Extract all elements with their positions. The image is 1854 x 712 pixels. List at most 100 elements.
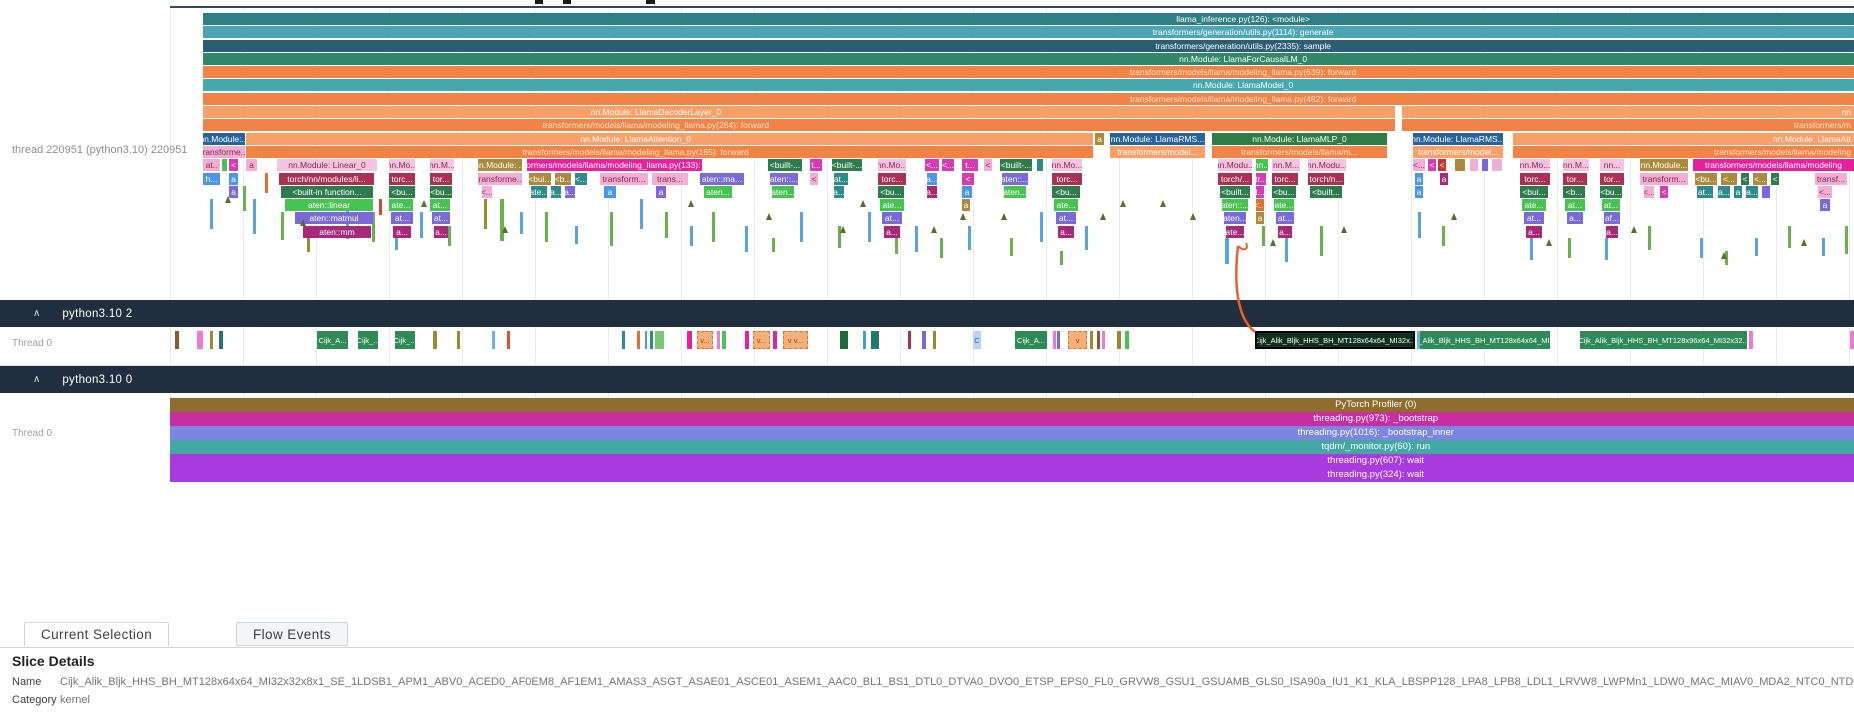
- flame-slice[interactable]: <...: [482, 186, 492, 198]
- flame-tail-slice[interactable]: [307, 238, 310, 252]
- flame-slice[interactable]: nn.Module: LlamaModel_0: [203, 79, 1854, 91]
- kernel-slice[interactable]: [433, 331, 437, 349]
- flame-slice[interactable]: ate...: [880, 199, 904, 211]
- flame-slice[interactable]: <bu...: [1600, 186, 1622, 198]
- flame-slice[interactable]: <...: [925, 159, 939, 171]
- flame-tail-slice[interactable]: [1648, 226, 1651, 250]
- flame-slice[interactable]: <built-in function...: [281, 186, 373, 198]
- flame-slice[interactable]: <: [984, 159, 992, 171]
- flame-tail-slice[interactable]: [372, 212, 375, 242]
- flame-slice[interactable]: nn.Module: LlamaRMS...: [1413, 133, 1503, 145]
- kernel-slice[interactable]: [722, 331, 726, 349]
- flame-slice[interactable]: aten::linear: [285, 199, 373, 211]
- flame-slice[interactable]: at...: [430, 199, 450, 211]
- flame-tail-slice[interactable]: [545, 212, 548, 242]
- flame-slice[interactable]: nn.Module: LlamaAttention_0: [246, 133, 1093, 145]
- flame-slice[interactable]: nn.M...: [430, 159, 454, 171]
- kernel-slice[interactable]: [840, 331, 848, 349]
- flame-tail-slice[interactable]: [1788, 226, 1791, 248]
- flame-tail-slice[interactable]: [772, 238, 775, 252]
- flame-slice[interactable]: nn.Module: Linear_0: [277, 159, 377, 171]
- flame-slice[interactable]: ate...: [1522, 199, 1546, 211]
- flame-slice[interactable]: nn.Mo...: [1052, 159, 1082, 171]
- flame-slice[interactable]: nn.Module: LlamaDecoderLayer_0: [203, 106, 1395, 118]
- flame-slice[interactable]: nn.Module: ...: [478, 159, 522, 171]
- flame-slice[interactable]: <: [962, 173, 974, 185]
- flame-slice[interactable]: a...: [1526, 226, 1542, 238]
- flame-slice[interactable]: <built-...: [832, 159, 862, 171]
- flame-slice[interactable]: nn...: [1600, 159, 1624, 171]
- kernel-slice[interactable]: [175, 331, 179, 349]
- flame-tail-slice[interactable]: [1568, 238, 1571, 258]
- flame-slice[interactable]: nn.Mo...: [1520, 159, 1550, 171]
- flame-tail-slice[interactable]: [448, 226, 451, 246]
- flame-slice[interactable]: a...: [1718, 186, 1730, 198]
- flame-tail-slice[interactable]: [1262, 226, 1265, 246]
- flame-slice[interactable]: <...: [1256, 199, 1264, 211]
- flame-tail-slice[interactable]: [1822, 238, 1825, 256]
- kernel-slice[interactable]: Cijk_...: [395, 331, 415, 349]
- flame-slice[interactable]: torc...: [389, 173, 415, 185]
- flame-slice[interactable]: transformers/m: [1402, 119, 1854, 131]
- flame-tail-slice[interactable]: [712, 212, 715, 242]
- kernel-slice[interactable]: [687, 331, 692, 349]
- kernel-slice[interactable]: [457, 331, 460, 349]
- flame-slice[interactable]: a: [1256, 212, 1264, 224]
- kernel-slice[interactable]: [717, 331, 720, 349]
- flame-tail-slice[interactable]: [210, 199, 213, 229]
- flame-tail-slice[interactable]: [1085, 226, 1088, 250]
- flame-tail-slice[interactable]: [868, 212, 871, 242]
- flame-slice[interactable]: aten...: [1004, 186, 1026, 198]
- flame-tail-slice[interactable]: [1530, 238, 1533, 260]
- flame-slice[interactable]: nn.Module: LlamaMLP_0: [1212, 133, 1387, 145]
- flame-slice[interactable]: llama_inference.py(126): <module>: [203, 13, 1854, 25]
- flame-slice[interactable]: transformers/models/llama/m...: [1212, 146, 1387, 158]
- flame-slice[interactable]: <built...: [1310, 186, 1342, 198]
- flame-slice[interactable]: torch/n...: [1308, 173, 1344, 185]
- flame-slice[interactable]: t...: [1256, 186, 1264, 198]
- profiler-slice[interactable]: threading.py(1016): _bootstrap_inner: [170, 426, 1854, 440]
- flame-slice[interactable]: transform...: [1640, 173, 1688, 185]
- flame-tail-slice[interactable]: [420, 212, 423, 238]
- flame-tail-slice[interactable]: [665, 212, 668, 238]
- flame-slice[interactable]: a...: [1746, 186, 1758, 198]
- flame-slice[interactable]: tor...: [430, 173, 452, 185]
- flame-slice[interactable]: aten...: [1224, 212, 1246, 224]
- kernel-slice[interactable]: C: [973, 331, 981, 349]
- kernel-slice[interactable]: [492, 331, 495, 349]
- flame-slice[interactable]: a...: [927, 173, 937, 185]
- flame-slice[interactable]: <...: [1721, 173, 1737, 185]
- flame-tail-slice[interactable]: [500, 199, 504, 241]
- flame-tail-slice[interactable]: [940, 238, 943, 258]
- flame-tail-slice[interactable]: [395, 238, 398, 250]
- flame-tail-slice[interactable]: [1010, 238, 1013, 256]
- kernel-slice[interactable]: [1749, 331, 1753, 349]
- flame-slice[interactable]: transformers/models/llama/modeling_llama…: [203, 93, 1854, 105]
- kernel-slice[interactable]: [1117, 331, 1121, 349]
- flame-slice[interactable]: transformers/models/llama/modeling_llama…: [203, 66, 1854, 78]
- profiler-slice[interactable]: threading.py(324): wait: [170, 468, 1854, 482]
- flame-tail-slice[interactable]: [484, 199, 487, 229]
- flame-slice[interactable]: transforme...: [478, 173, 522, 185]
- flame-slice[interactable]: nn.Mo...: [389, 159, 415, 171]
- flame-slice[interactable]: <...: [942, 159, 954, 171]
- flame-slice[interactable]: nn...: [1256, 159, 1268, 171]
- flame-tail-slice[interactable]: [1060, 251, 1063, 265]
- flame-slice[interactable]: a...: [551, 186, 561, 198]
- kernel-slice[interactable]: Cijk_Alik_Bljk_HHS_BH_MT128x64x64_MI32..…: [1420, 331, 1550, 349]
- flame-slice[interactable]: torc...: [1052, 173, 1082, 185]
- kernel-slice[interactable]: v...: [697, 331, 713, 349]
- kernel-slice[interactable]: [1125, 331, 1129, 349]
- profiler-slice[interactable]: threading.py(607): wait: [170, 454, 1854, 468]
- flame-slice[interactable]: at...: [1056, 212, 1076, 224]
- flame-slice[interactable]: a...: [1606, 226, 1618, 238]
- flame-slice[interactable]: aten...: [772, 186, 794, 198]
- flame-tail-slice[interactable]: [520, 212, 523, 234]
- flame-slice[interactable]: at...: [1602, 199, 1620, 211]
- flame-slice[interactable]: at...: [1697, 186, 1713, 198]
- flame-slice[interactable]: a: [656, 186, 666, 198]
- kernel-slice[interactable]: [871, 331, 879, 349]
- flame-slice[interactable]: [1482, 159, 1488, 171]
- kernel-slice[interactable]: v v...: [783, 331, 808, 349]
- flame-slice[interactable]: nn.Module...: [1640, 159, 1688, 171]
